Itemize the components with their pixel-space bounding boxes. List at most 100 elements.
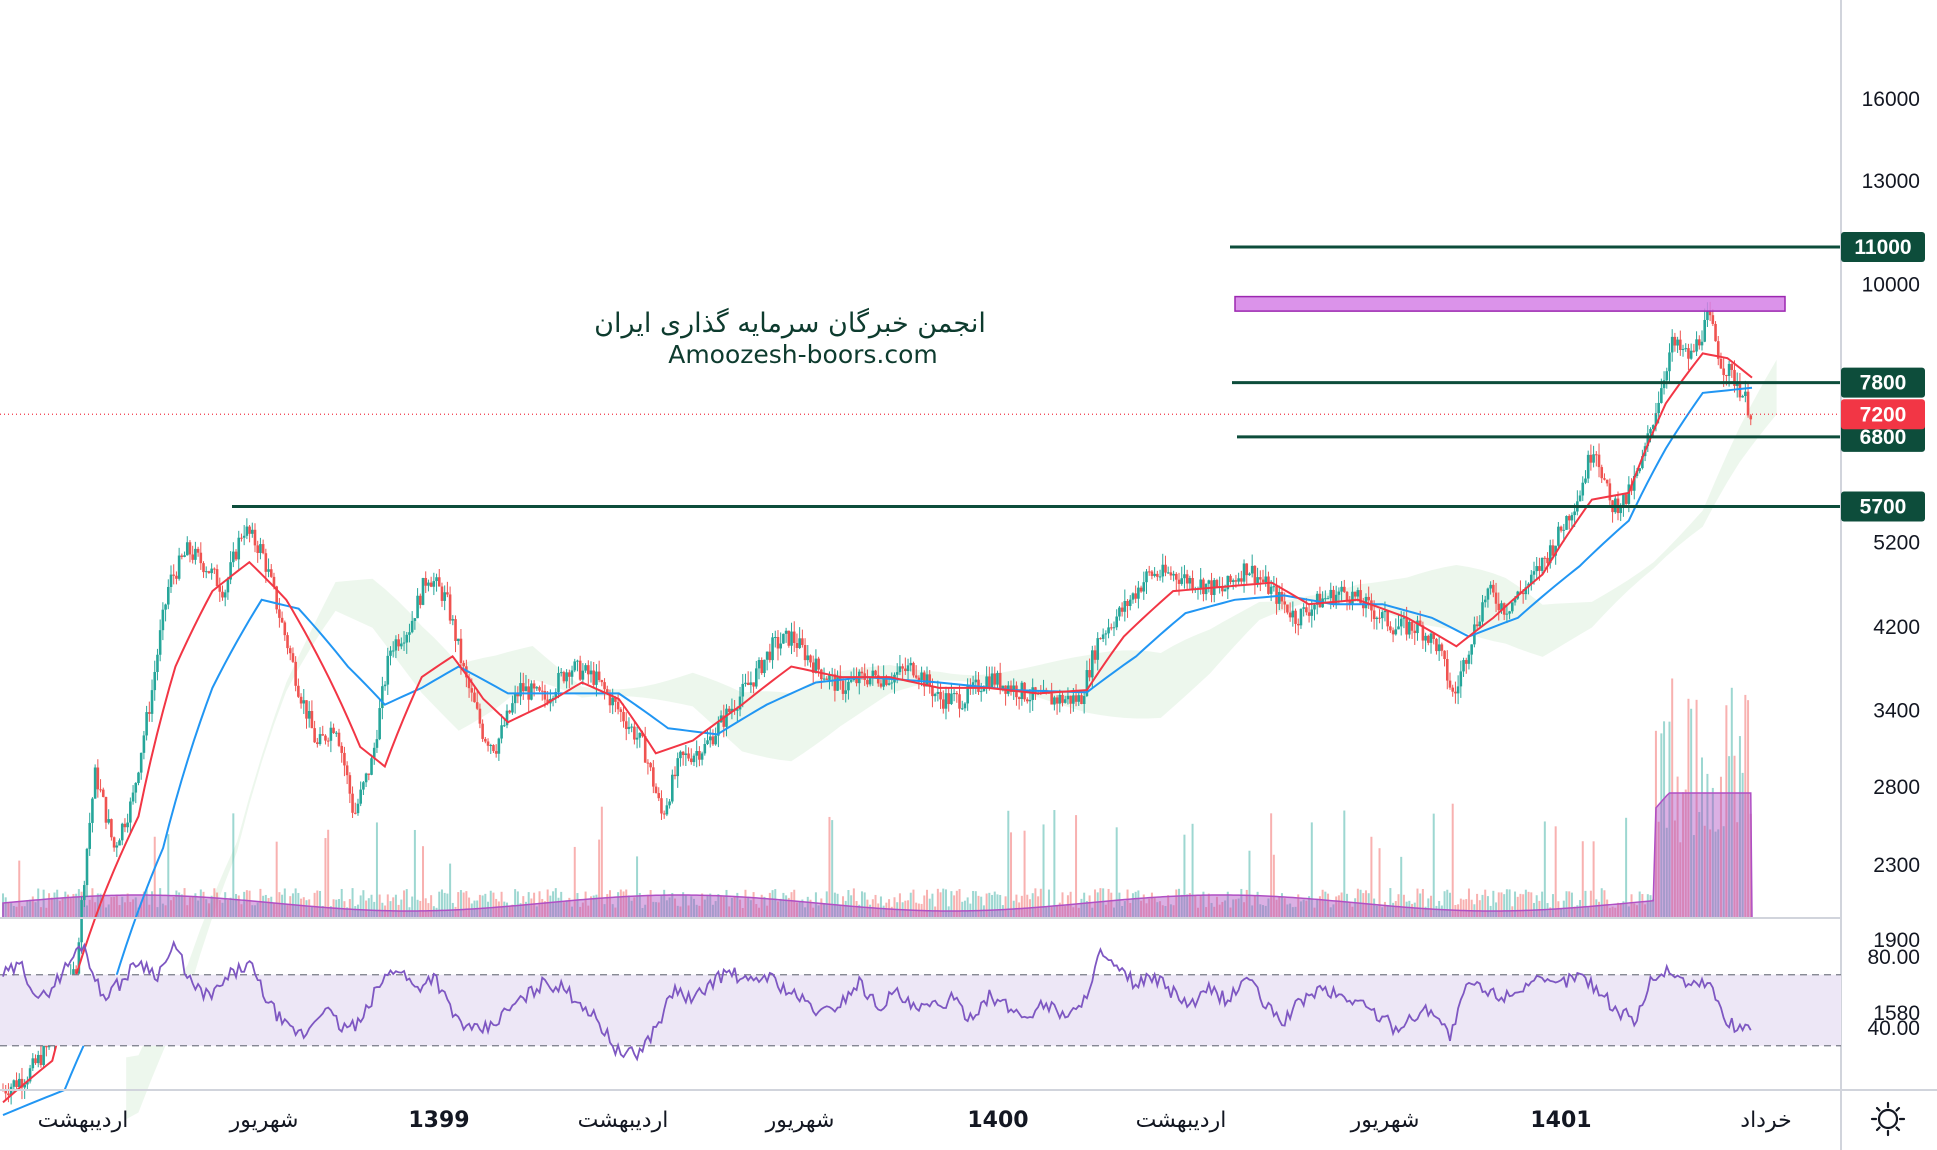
candle-body — [1348, 600, 1352, 604]
volume-bar — [974, 891, 977, 918]
candle-body — [839, 675, 842, 681]
volume-bar — [1318, 896, 1321, 918]
volume-bar — [23, 906, 26, 918]
candle-body — [619, 709, 623, 712]
volume-bar — [245, 890, 248, 918]
volume-bar — [730, 898, 733, 918]
candle-body — [1529, 574, 1533, 584]
volume-bar — [324, 838, 327, 918]
candle-body — [240, 537, 243, 539]
volume-bar — [1717, 829, 1720, 918]
candle-body — [516, 693, 520, 697]
volume-bar — [69, 898, 72, 918]
candle-body — [1462, 660, 1465, 672]
volume-bar — [711, 904, 714, 918]
candle-body — [692, 755, 696, 763]
volume-bar — [148, 904, 151, 918]
candle-body — [624, 721, 628, 730]
volume-bar — [1167, 895, 1170, 918]
volume-bar — [1346, 893, 1349, 918]
volume-bar — [1557, 901, 1560, 918]
volume-bar — [1554, 826, 1557, 918]
volume-bar — [809, 899, 812, 918]
volume-bar — [928, 898, 931, 918]
volume-bar — [1145, 903, 1148, 918]
candle-body — [773, 637, 777, 639]
volume-bar — [465, 891, 468, 918]
volume-bar — [275, 841, 278, 918]
volume-bar — [1733, 755, 1736, 918]
volume-bar — [289, 896, 292, 918]
volume-bar — [1262, 905, 1265, 918]
candle-body — [519, 683, 522, 697]
candle-body — [307, 711, 311, 719]
volume-bar — [1026, 894, 1029, 918]
candle-body — [833, 674, 837, 691]
volume-bar — [1608, 907, 1611, 918]
candle-body — [923, 672, 926, 687]
volume-bar — [1196, 907, 1199, 918]
volume-bar — [1416, 888, 1419, 918]
candle-body — [614, 697, 617, 702]
moving-averages — [2, 352, 1753, 1117]
candle-body — [332, 727, 335, 733]
candle-body — [798, 638, 801, 649]
volume-bar — [1153, 896, 1156, 918]
candle-body — [1302, 607, 1305, 609]
volume-bar — [1386, 904, 1389, 918]
candle-body — [811, 662, 815, 673]
settings-gear-icon[interactable] — [1870, 1101, 1906, 1137]
candle-body — [657, 793, 661, 799]
time-axis-label: شهریور — [1350, 1108, 1420, 1133]
candle-body — [795, 643, 799, 649]
volume-bar — [457, 892, 460, 918]
candle-body — [592, 670, 596, 685]
candle-body — [1088, 670, 1091, 678]
level-tag-6800: 6800 — [1860, 426, 1907, 449]
volume-bar — [1478, 900, 1481, 918]
candle-body — [660, 798, 663, 814]
candle-body — [1432, 633, 1436, 639]
volume-bar — [646, 894, 649, 918]
candle-body — [101, 789, 105, 797]
candle-body — [1351, 591, 1354, 604]
volume-bar — [614, 907, 617, 918]
candle-body — [1066, 695, 1070, 700]
candle-body — [1668, 352, 1671, 372]
volume-bar — [291, 893, 294, 918]
time-axis-label: اردیبهشت — [1136, 1108, 1227, 1133]
volume-bar — [936, 888, 939, 918]
volume-bar — [953, 895, 956, 918]
candle-body — [1145, 571, 1148, 583]
candle-body — [74, 969, 78, 974]
candle-body — [242, 535, 246, 538]
candle-body — [511, 703, 514, 713]
volume-bar — [541, 898, 544, 918]
volume-bar — [1722, 826, 1725, 918]
candle-body — [164, 604, 167, 610]
volume-bar — [259, 888, 262, 918]
volume-bar — [592, 895, 595, 918]
candle-body — [1153, 573, 1156, 576]
candle-body — [432, 581, 436, 587]
volume-bar — [272, 902, 275, 918]
candle-body — [1120, 607, 1124, 612]
volume-bar — [375, 822, 378, 918]
volume-bar — [1302, 899, 1305, 918]
volume-bar — [1256, 891, 1259, 918]
volume-bar — [1465, 899, 1468, 918]
candle-body — [93, 767, 97, 799]
volume-bar — [1741, 772, 1744, 918]
candle-body — [901, 666, 904, 669]
volume-bar — [535, 906, 538, 918]
candle-body — [1592, 454, 1595, 463]
volume-bar — [1709, 829, 1712, 918]
candle-body — [1242, 563, 1246, 582]
candle-body — [313, 728, 316, 743]
candle-body — [662, 813, 666, 815]
candle-body — [467, 677, 471, 689]
volume-bar — [1400, 856, 1403, 918]
candle-body — [1651, 425, 1655, 429]
candle-body — [1375, 617, 1379, 620]
